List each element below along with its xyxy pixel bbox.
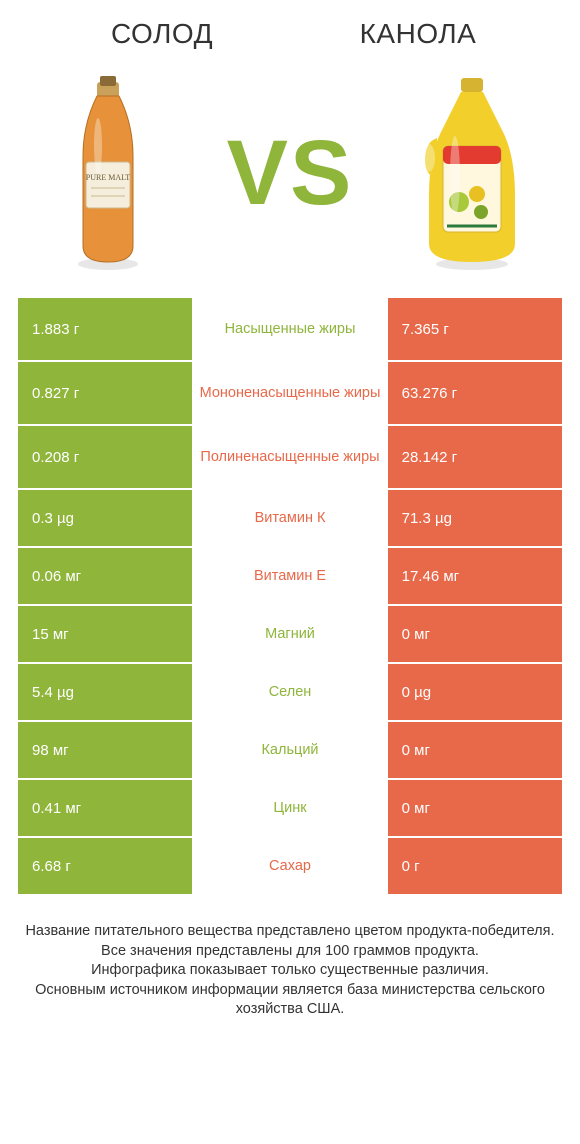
footer-line: Инфографика показывает только существенн… (24, 961, 556, 981)
value-right: 63.276 г (388, 362, 562, 424)
value-right: 71.3 µg (388, 490, 562, 546)
comparison-table: 1.883 гНасыщенные жиры7.365 г0.827 гМоно… (18, 298, 562, 894)
nutrient-label: Мононенасыщенные жиры (192, 362, 387, 424)
nutrient-label: Цинк (192, 780, 387, 836)
value-right: 0 µg (388, 664, 562, 720)
value-left: 5.4 µg (18, 664, 192, 720)
infographic: СОЛОД КАНОЛА PURE MALT VS (0, 0, 580, 1032)
table-row: 0.06 мгВитамин Е17.46 мг (18, 548, 562, 604)
title-left: СОЛОД (34, 18, 290, 50)
product-right-image (392, 73, 552, 273)
table-row: 98 мгКальций0 мг (18, 722, 562, 778)
value-right: 0 мг (388, 606, 562, 662)
value-right: 0 мг (388, 780, 562, 836)
nutrient-label: Насыщенные жиры (192, 298, 387, 360)
nutrient-label: Кальций (192, 722, 387, 778)
footer-note: Название питательного вещества представл… (18, 922, 562, 1020)
value-right: 0 г (388, 838, 562, 894)
value-right: 17.46 мг (388, 548, 562, 604)
footer-line: Все значения представлены для 100 граммо… (24, 942, 556, 962)
table-row: 1.883 гНасыщенные жиры7.365 г (18, 298, 562, 360)
value-right: 28.142 г (388, 426, 562, 488)
value-right: 0 мг (388, 722, 562, 778)
table-row: 0.41 мгЦинк0 мг (18, 780, 562, 836)
hero: PURE MALT VS (18, 68, 562, 278)
svg-text:PURE MALT: PURE MALT (86, 173, 130, 182)
table-row: 0.208 гПолиненасыщенные жиры28.142 г (18, 426, 562, 488)
malt-bottle-icon: PURE MALT (53, 76, 163, 271)
table-row: 6.68 гСахар0 г (18, 838, 562, 894)
nutrient-label: Витамин Е (192, 548, 387, 604)
footer-line: Название питательного вещества представл… (24, 922, 556, 942)
nutrient-label: Сахар (192, 838, 387, 894)
nutrient-label: Полиненасыщенные жиры (192, 426, 387, 488)
value-left: 0.41 мг (18, 780, 192, 836)
vs-label: VS (227, 127, 354, 219)
footer-line: Основным источником информации является … (24, 981, 556, 1020)
nutrient-label: Витамин К (192, 490, 387, 546)
value-left: 0.3 µg (18, 490, 192, 546)
table-row: 0.3 µgВитамин К71.3 µg (18, 490, 562, 546)
canola-bottle-icon (407, 76, 537, 271)
value-right: 7.365 г (388, 298, 562, 360)
product-left-image: PURE MALT (28, 73, 188, 273)
title-row: СОЛОД КАНОЛА (18, 18, 562, 50)
value-left: 1.883 г (18, 298, 192, 360)
table-row: 15 мгМагний0 мг (18, 606, 562, 662)
value-left: 6.68 г (18, 838, 192, 894)
table-row: 0.827 гМононенасыщенные жиры63.276 г (18, 362, 562, 424)
value-left: 15 мг (18, 606, 192, 662)
nutrient-label: Магний (192, 606, 387, 662)
nutrient-label: Селен (192, 664, 387, 720)
value-left: 0.06 мг (18, 548, 192, 604)
value-left: 0.208 г (18, 426, 192, 488)
value-left: 98 мг (18, 722, 192, 778)
table-row: 5.4 µgСелен0 µg (18, 664, 562, 720)
value-left: 0.827 г (18, 362, 192, 424)
title-right: КАНОЛА (290, 18, 546, 50)
